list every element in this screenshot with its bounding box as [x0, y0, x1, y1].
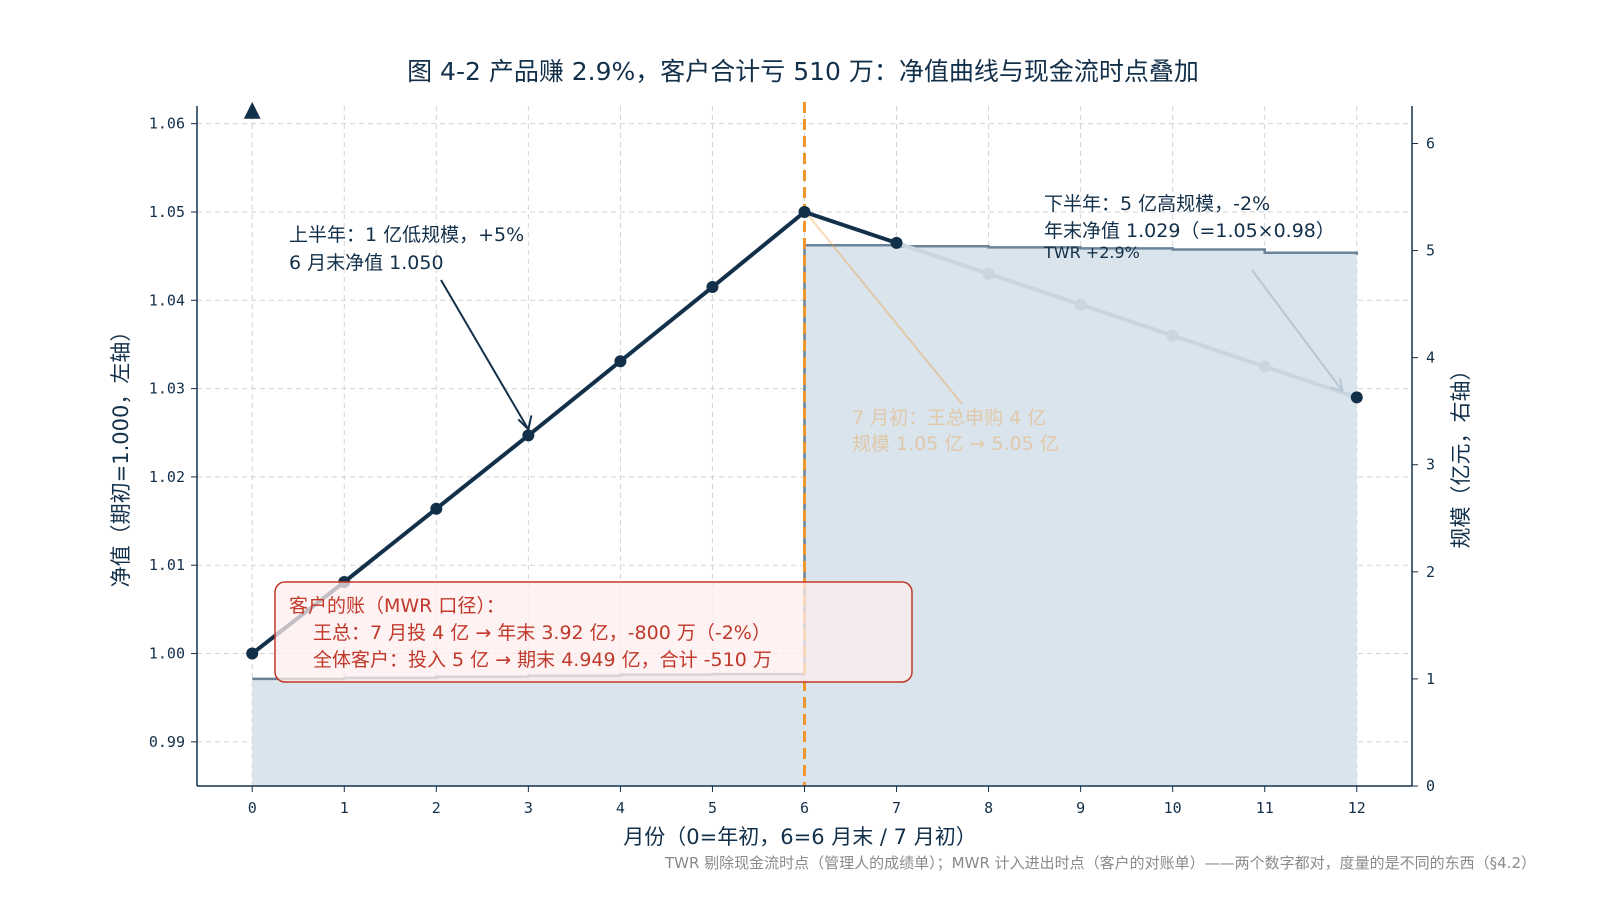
subscription-text-1: 7 月初：王总申购 4 亿 — [852, 407, 1046, 429]
x-tick-label: 7 — [892, 799, 901, 817]
subscription-annotation: 7 月初：王总申购 4 亿规模 1.05 亿 → 5.05 亿 — [808, 215, 1059, 455]
nav-point — [614, 355, 627, 368]
x-tick-label: 3 — [524, 799, 533, 817]
nav-point — [982, 267, 995, 280]
x-tick-label: 6 — [800, 799, 809, 817]
nav-point — [1350, 391, 1363, 404]
mwr-line-3: 全体客户：投入 5 亿 → 期末 4.949 亿，合计 -510 万 — [313, 649, 772, 671]
x-tick-label: 10 — [1164, 799, 1182, 817]
x-tick-label: 8 — [984, 799, 993, 817]
first-half-text-2: 6 月末净值 1.050 — [289, 252, 444, 274]
footnote: TWR 剔除现金流时点（管理人的成绩单）；MWR 计入进出时点（客户的对账单）—… — [664, 854, 1536, 872]
x-tick-label: 5 — [708, 799, 717, 817]
subscription-text-2: 规模 1.05 亿 → 5.05 亿 — [852, 433, 1059, 455]
x-tick-label: 4 — [616, 799, 625, 817]
x-tick-label: 0 — [248, 799, 257, 817]
mwr-line-1: 客户的账（MWR 口径）： — [289, 595, 505, 617]
nav-point — [706, 281, 719, 294]
subscription-arrow — [808, 215, 963, 405]
y-left-tick-label: 1.03 — [149, 380, 185, 398]
x-tick-label: 12 — [1348, 799, 1366, 817]
nav-point — [798, 205, 811, 218]
y-left-tick-label: 1.00 — [149, 645, 185, 663]
second-half-arrow — [1251, 269, 1344, 393]
mwr-box-bg — [274, 581, 913, 683]
x-axis-label: 月份（0=年初，6=6 月末 / 7 月初） — [623, 825, 976, 849]
second-half-text-3: TWR +2.9% — [1043, 243, 1140, 262]
y-right-tick-label: 5 — [1426, 242, 1435, 260]
y-left-tick-label: 1.06 — [149, 115, 185, 133]
y-left-tick-label: 1.05 — [149, 203, 185, 221]
y-right-tick-label: 2 — [1426, 563, 1435, 581]
top-marker: ▲ — [244, 97, 261, 122]
x-tick-label: 1 — [340, 799, 349, 817]
nav-point — [1258, 360, 1271, 373]
second-half-text-1: 下半年：5 亿高规模，-2% — [1044, 193, 1270, 215]
annotations: 上半年：1 亿低规模，+5% 6 月末净值 1.050 下半年：5 亿高规模，-2%… — [289, 193, 1344, 431]
first-half-arrowhead — [517, 415, 533, 431]
nav-point — [890, 236, 903, 249]
y-right-tick-label: 4 — [1426, 349, 1435, 367]
chart-title: 图 4-2 产品赚 2.9%，客户合计亏 510 万：净值曲线与现金流时点叠加 — [407, 57, 1199, 86]
y-right-tick-label: 3 — [1426, 456, 1435, 474]
y-right-tick-label: 1 — [1426, 670, 1435, 688]
y-right-tick-label: 6 — [1426, 134, 1435, 152]
mwr-box: 客户的账（MWR 口径）： 王总：7 月投 4 亿 → 年末 3.92 亿，-80… — [274, 581, 913, 683]
nav-line-first-half — [250, 209, 898, 656]
mwr-line-2: 王总：7 月投 4 亿 → 年末 3.92 亿，-800 万（-2%） — [313, 622, 771, 644]
x-tick-label: 2 — [432, 799, 441, 817]
y-left-tick-label: 1.04 — [149, 291, 185, 309]
second-half-arrowhead — [1330, 378, 1344, 393]
nav-point — [1074, 298, 1087, 311]
x-tick-label: 9 — [1076, 799, 1085, 817]
y-left-tick-label: 0.99 — [149, 733, 185, 751]
first-half-arrow — [440, 279, 530, 430]
first-half-text-1: 上半年：1 亿低规模，+5% — [289, 224, 524, 246]
nav-point — [522, 429, 535, 442]
nav-point — [430, 502, 443, 515]
y-axis-left-label: 净值（期初=1.000，左轴） — [109, 321, 133, 588]
nav-point — [1166, 329, 1179, 342]
y-left-tick-label: 1.01 — [149, 556, 185, 574]
axes: 0 1 2 3 4 5 6 7 8 9 10 11 120.991.001.011.021.031.04… — [149, 106, 1435, 817]
y-axis-right-label: 规模（亿元，右轴） — [1449, 360, 1473, 549]
nav-line-layer: ▲ — [244, 97, 1363, 660]
nav-line-second-half — [895, 240, 1358, 400]
y-left-tick-label: 1.02 — [149, 468, 185, 486]
second-half-text-2: 年末净值 1.029（=1.05×0.98） — [1044, 220, 1335, 242]
x-tick-label: 11 — [1256, 799, 1274, 817]
nav-point — [246, 647, 259, 660]
y-right-tick-label: 0 — [1426, 777, 1435, 795]
